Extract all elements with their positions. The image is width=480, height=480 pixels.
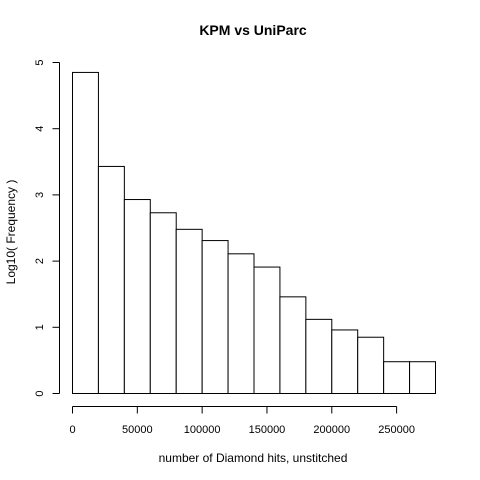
histogram-bar — [72, 71, 99, 395]
y-axis-title: Log10( Frequency ) — [4, 180, 18, 285]
histogram-bar — [279, 296, 307, 394]
histogram-bar — [305, 318, 333, 394]
y-axis: 0 1 2 3 4 5 — [34, 59, 60, 397]
x-axis: 0 50000 100000 150000 200000 250000 — [69, 406, 415, 436]
x-tick-label: 100000 — [184, 424, 221, 436]
y-tick-label: 3 — [34, 192, 46, 198]
histogram-bar — [409, 361, 437, 394]
histogram-bar — [175, 228, 203, 394]
x-tick-label: 0 — [69, 424, 75, 436]
y-tick-label: 0 — [34, 390, 46, 396]
histogram-bar — [201, 240, 229, 394]
x-tick-label: 50000 — [122, 424, 153, 436]
x-axis-title: number of Diamond hits, unstitched — [159, 451, 348, 465]
histogram-bar — [383, 361, 411, 394]
y-tick-label: 1 — [34, 324, 46, 330]
y-tick-label: 5 — [34, 59, 46, 65]
chart-title: KPM vs UniParc — [199, 22, 307, 38]
histogram-bar — [357, 336, 385, 395]
x-tick-label: 150000 — [249, 424, 286, 436]
x-tick-label: 250000 — [378, 424, 415, 436]
histogram-bar — [149, 212, 177, 394]
histogram-bar — [331, 329, 359, 394]
histogram-bar — [253, 266, 281, 395]
y-tick-label: 4 — [34, 126, 46, 132]
histogram-bar — [227, 253, 255, 394]
bars-group — [72, 71, 437, 395]
histogram-bar — [123, 199, 151, 394]
x-tick-label: 200000 — [313, 424, 350, 436]
histogram-bar — [97, 165, 125, 394]
y-tick-label: 2 — [34, 258, 46, 264]
